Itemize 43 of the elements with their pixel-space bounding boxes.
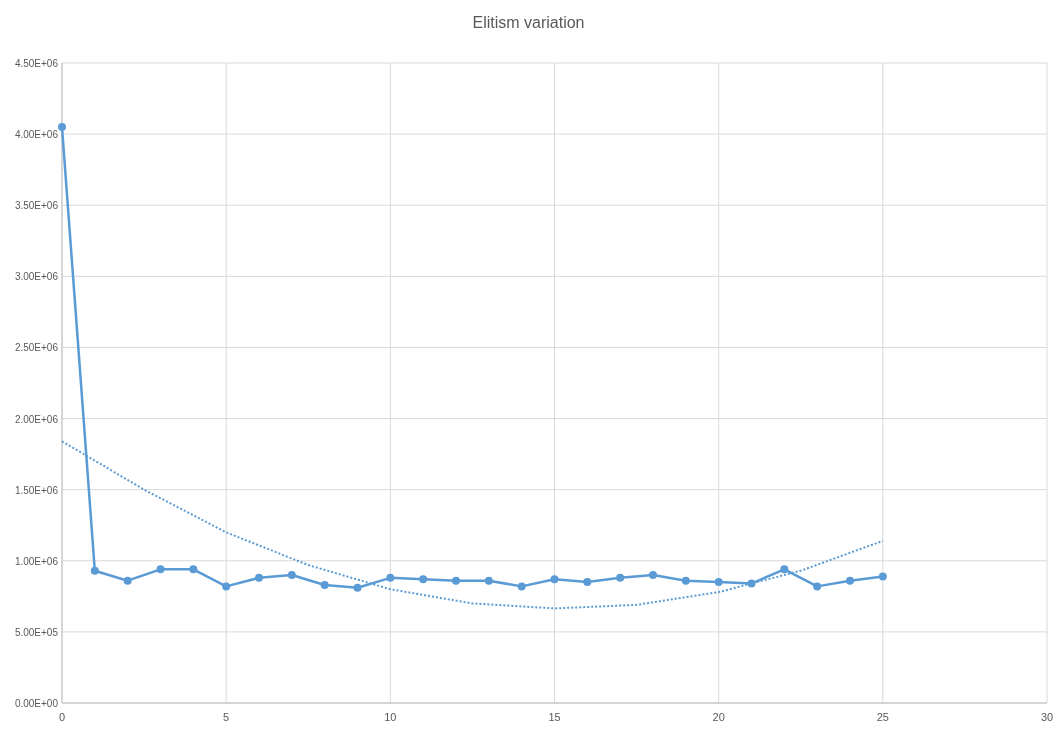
point	[780, 565, 789, 574]
y-tick-label: 1.00E+06	[14, 555, 59, 567]
y-tick-label: 4.00E+06	[14, 129, 59, 141]
point	[123, 576, 132, 585]
point	[550, 575, 559, 584]
point	[714, 578, 723, 587]
point	[583, 578, 592, 587]
point	[419, 575, 428, 584]
chart-title: Elitism variation	[472, 14, 585, 31]
x-tick-label: 30	[1040, 711, 1054, 723]
point	[353, 583, 362, 592]
point	[452, 576, 460, 585]
x-tick-label: 10	[384, 711, 397, 723]
y-tick-label: 2.00E+06	[14, 413, 59, 425]
y-tick-label: 5.00E+05	[14, 626, 59, 638]
point	[255, 573, 263, 582]
x-tick-label: 15	[548, 711, 561, 723]
point	[813, 582, 822, 591]
point	[681, 576, 690, 585]
point	[846, 576, 854, 585]
point	[222, 582, 231, 591]
point	[58, 123, 66, 131]
point	[878, 572, 887, 581]
x-tick-label: 5	[223, 711, 230, 723]
point	[287, 571, 296, 579]
point	[484, 576, 493, 585]
x-tick-label: 0	[58, 711, 66, 723]
point	[386, 573, 395, 582]
point	[517, 582, 526, 591]
y-tick-label: 2.50E+06	[14, 342, 59, 354]
x-tick-label: 20	[712, 711, 725, 723]
y-tick-label: 4.50E+06	[14, 58, 59, 69]
y-tick-label: 0.00E+00	[14, 698, 59, 709]
point	[156, 565, 165, 574]
y-tick-label: 3.50E+06	[14, 200, 59, 212]
y-tick-label: 3.00E+06	[14, 271, 59, 283]
point	[649, 571, 657, 579]
y-tick-label: 1.50E+06	[14, 484, 59, 496]
x-tick-label: 25	[876, 711, 889, 723]
point	[616, 573, 625, 582]
point	[90, 566, 99, 575]
point	[320, 580, 329, 589]
point	[189, 565, 198, 574]
